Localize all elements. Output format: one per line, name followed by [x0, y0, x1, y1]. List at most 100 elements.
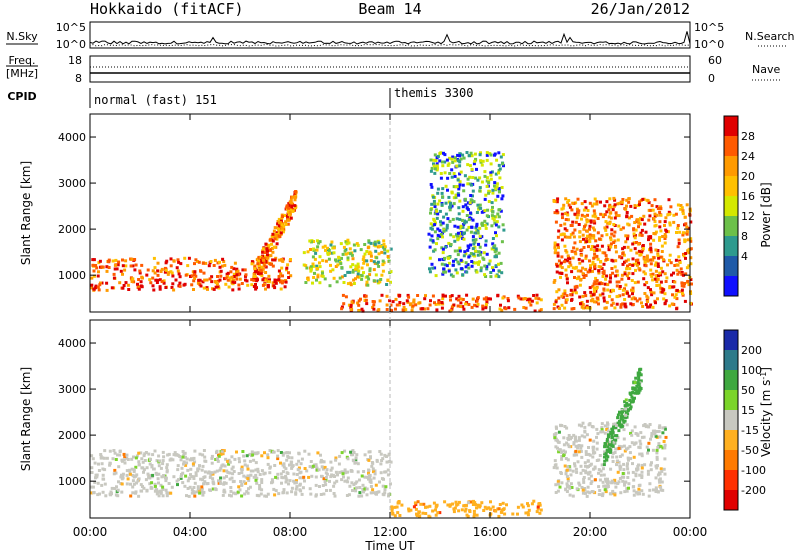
echo-cell: [225, 272, 229, 276]
echo-cell: [202, 476, 206, 479]
echo-cell: [123, 461, 127, 465]
echo-cell: [446, 176, 450, 180]
echo-cell: [176, 464, 180, 468]
echo-cell: [148, 278, 152, 282]
echo-cell: [600, 428, 604, 432]
echo-cell: [217, 479, 220, 483]
echo-cell: [580, 202, 584, 206]
echo-cell: [648, 423, 652, 426]
echo-cell: [494, 223, 498, 227]
echo-cell: [381, 484, 385, 488]
echo-cell: [587, 472, 590, 475]
echo-cell: [237, 457, 241, 461]
echo-cell: [689, 278, 693, 281]
echo-cell: [456, 260, 460, 264]
velocity-echoes: [90, 367, 668, 519]
echo-cell: [434, 302, 438, 306]
echo-cell: [640, 489, 644, 493]
echo-cell: [113, 451, 117, 455]
echo-cell: [442, 151, 445, 155]
echo-cell: [382, 493, 386, 497]
echo-cell: [182, 451, 186, 455]
echo-cell: [357, 494, 361, 498]
echo-cell: [645, 281, 649, 284]
echo-cell: [566, 259, 569, 263]
echo-cell: [172, 475, 176, 479]
echo-cell: [120, 482, 124, 486]
echo-cell: [555, 264, 559, 268]
echo-cell: [673, 264, 677, 267]
echo-cell: [452, 172, 456, 175]
echo-cell: [587, 446, 590, 449]
echo-cell: [117, 465, 121, 469]
echo-cell: [605, 200, 609, 204]
echo-cell: [121, 258, 124, 262]
echo-cell: [574, 252, 578, 256]
echo-cell: [681, 293, 685, 297]
echo-cell: [252, 272, 256, 276]
echo-cell: [652, 488, 655, 492]
echo-cell: [290, 466, 294, 470]
echo-cell: [467, 266, 471, 270]
echo-cell: [618, 465, 622, 469]
echo-cell: [583, 425, 587, 429]
echo-cell: [262, 472, 266, 476]
echo-cell: [424, 294, 427, 298]
echo-cell: [351, 268, 355, 272]
echo-cell: [121, 472, 125, 476]
echo-cell: [619, 303, 623, 307]
echo-cell: [609, 467, 613, 471]
echo-cell: [564, 457, 568, 460]
echo-cell: [493, 250, 497, 254]
echo-cell: [669, 205, 673, 209]
echo-cell: [191, 490, 195, 493]
echo-cell: [563, 425, 567, 428]
echo-cell: [624, 240, 628, 244]
echo-cell: [429, 158, 433, 162]
echo-cell: [516, 294, 520, 298]
echo-cell: [191, 462, 195, 466]
echo-cell: [456, 502, 460, 506]
echo-cell: [606, 429, 610, 433]
echo-cell: [231, 288, 235, 292]
echo-cell: [588, 422, 592, 426]
echo-cell: [125, 453, 129, 457]
echo-cell: [452, 303, 456, 307]
echo-cell: [376, 260, 380, 264]
echo-cell: [186, 264, 190, 268]
echo-cell: [365, 493, 369, 497]
echo-cell: [489, 162, 493, 166]
echo-cell: [560, 255, 564, 259]
echo-cell: [128, 468, 131, 472]
echo-cell: [573, 462, 576, 466]
echo-cell: [429, 211, 432, 215]
echo-cell: [131, 479, 135, 483]
echo-cell: [92, 258, 96, 262]
echo-cell: [588, 286, 592, 290]
echo-cell: [575, 207, 579, 211]
echo-cell: [449, 243, 453, 246]
echo-cell: [577, 423, 581, 427]
echo-cell: [207, 264, 211, 268]
echo-cell: [495, 185, 499, 189]
echo-cell: [440, 301, 444, 304]
echo-cell: [559, 424, 563, 428]
echo-cell: [119, 269, 123, 273]
cpid-segment-1: normal (fast) 151: [94, 93, 217, 107]
echo-cell: [383, 245, 387, 249]
echo-cell: [645, 445, 649, 449]
echo-cell: [663, 272, 667, 276]
echo-cell: [294, 195, 298, 199]
echo-cell: [228, 460, 232, 464]
echo-cell: [506, 299, 510, 303]
echo-cell: [365, 487, 369, 491]
echo-cell: [553, 241, 557, 245]
echo-cell: [316, 245, 320, 249]
echo-cell: [455, 234, 459, 238]
echo-cell: [605, 274, 609, 278]
echo-cell: [532, 499, 536, 503]
echo-cell: [367, 477, 370, 481]
echo-cell: [634, 297, 637, 301]
echo-cell: [230, 476, 234, 480]
